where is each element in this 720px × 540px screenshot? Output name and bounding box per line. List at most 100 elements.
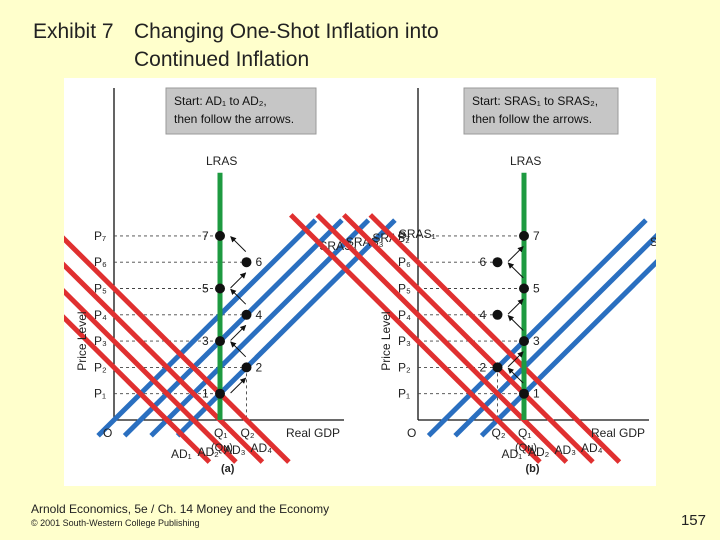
point-label: 4 xyxy=(256,308,263,322)
ad-label-3: AD₃ xyxy=(224,443,246,457)
sras-curve-1 xyxy=(479,259,656,438)
ad-curve-3 xyxy=(64,261,265,464)
equilibrium-point-1 xyxy=(519,388,529,399)
equilibrium-point-3 xyxy=(215,336,225,347)
equilibrium-point-3 xyxy=(519,336,529,347)
lras-label: LRAS xyxy=(510,154,541,168)
price-tick-label: P₂ xyxy=(398,360,411,374)
point-label: 3 xyxy=(533,334,540,348)
quantity-tick-label: Q₁ xyxy=(214,426,227,440)
quantity-tick-label: Q₁ xyxy=(518,426,531,440)
quantity-tick-sublabel: (Qɴ) xyxy=(211,442,233,454)
ad-curve-3 xyxy=(342,213,595,464)
price-tick-label: P₃ xyxy=(398,334,411,348)
ad-curve-1 xyxy=(64,314,212,464)
lras-label: LRAS xyxy=(206,154,237,168)
point-label: 1 xyxy=(533,387,540,401)
instruction-line-1: Start: SRAS₁ to SRAS₂, xyxy=(472,94,598,108)
point-label: 5 xyxy=(533,282,540,296)
price-tick-label: P₂ xyxy=(94,360,107,374)
ad-curve-2 xyxy=(315,213,569,464)
chart-panel-a: 1 2 3 4 5 6 7 P₁ P₂ P₃ P₄ P₅ P₆ P₇ Price Level O Real GD… xyxy=(64,87,436,475)
panel-label: (b) xyxy=(526,463,540,475)
movement-arrow xyxy=(507,262,524,279)
price-tick-label: P₃ xyxy=(94,334,107,348)
ad-curve-4 xyxy=(368,213,622,464)
equilibrium-point-4 xyxy=(241,309,252,320)
ad-label-1: AD₁ xyxy=(171,447,192,461)
instruction-line-1: Start: AD₁ to AD₂, xyxy=(174,94,267,108)
point-label: 7 xyxy=(533,229,540,243)
ad-label-4: AD₄ xyxy=(251,441,273,455)
quantity-tick-label: Q₂ xyxy=(241,426,255,440)
y-axis-label: Price Level xyxy=(75,311,89,370)
sras-label-3: SRAS₃ xyxy=(650,235,656,249)
ad-label-3: AD₃ xyxy=(555,443,577,457)
quantity-tick-sublabel: (Qɴ) xyxy=(515,442,537,454)
panel-label: (a) xyxy=(221,463,235,475)
sras-curve-4 xyxy=(96,218,318,438)
price-tick-label: P₆ xyxy=(94,255,107,269)
equilibrium-point-7 xyxy=(215,230,225,241)
movement-arrow xyxy=(230,288,247,305)
title-line-1: Changing One-Shot Inflation into xyxy=(134,20,439,43)
point-label: 2 xyxy=(480,360,487,374)
footer-copyright: © 2001 South-Western College Publishing xyxy=(31,518,200,528)
equilibrium-point-6 xyxy=(492,257,503,268)
footer-source: Arnold Economics, 5e / Ch. 14 Money and … xyxy=(31,502,330,516)
price-tick-label: P₁ xyxy=(398,387,410,401)
equilibrium-point-5 xyxy=(519,283,529,294)
equilibrium-point-7 xyxy=(519,230,529,241)
price-tick-label: P₅ xyxy=(94,282,107,296)
chart-panel-b: 1 2 3 4 5 6 7 P₁ P₂ P₃ P₄ P₅ P₆ P₇ Price Level O Real GD… xyxy=(289,87,656,475)
price-tick-label: P₇ xyxy=(398,229,410,243)
movement-arrow xyxy=(507,351,524,368)
price-tick-label: P₅ xyxy=(398,282,411,296)
movement-arrow xyxy=(507,298,524,315)
movement-arrow xyxy=(230,272,247,289)
origin-label: O xyxy=(407,426,416,440)
point-label: 1 xyxy=(202,387,209,401)
exhibit-label: Exhibit 7 xyxy=(33,20,114,43)
price-tick-label: P₇ xyxy=(94,229,106,243)
movement-arrow xyxy=(230,324,247,341)
instruction-box xyxy=(165,87,317,135)
movement-arrow xyxy=(507,246,524,262)
ad-curve-4 xyxy=(64,235,291,464)
point-label: 4 xyxy=(480,308,487,322)
point-label: 7 xyxy=(202,229,209,243)
ad-label-2: AD₂ xyxy=(198,445,220,459)
price-tick-label: P₄ xyxy=(94,308,107,322)
ad-label-1: AD₁ xyxy=(502,447,523,461)
point-label: 3 xyxy=(202,334,209,348)
point-label: 6 xyxy=(256,255,263,269)
point-label: 5 xyxy=(202,282,209,296)
price-tick-label: P₆ xyxy=(398,255,411,269)
ad-curve-1 xyxy=(289,213,542,464)
movement-arrow xyxy=(230,341,247,358)
ad-curve-2 xyxy=(64,287,238,464)
sras-label-1: SRAS₁ xyxy=(399,227,436,241)
equilibrium-point-4 xyxy=(492,309,503,320)
movement-arrow xyxy=(230,236,247,252)
chart-svg: 1 2 3 4 5 6 7 P₁ P₂ P₃ P₄ P₅ P₆ P₇ Price Level O Real GD… xyxy=(64,87,656,475)
price-tick-label: P₁ xyxy=(94,387,106,401)
title-line-2: Continued Inflation xyxy=(134,48,310,71)
equilibrium-point-1 xyxy=(215,388,225,399)
instruction-line-2: then follow the arrows. xyxy=(174,112,294,126)
ad-label-4: AD₄ xyxy=(581,441,603,455)
movement-arrow xyxy=(507,315,524,331)
sras-curve-2 xyxy=(453,232,656,438)
quantity-tick-label: Q₂ xyxy=(492,426,506,440)
figure-panel: 1 2 3 4 5 6 7 P₁ P₂ P₃ P₄ P₅ P₆ P₇ Price Level O Real GD… xyxy=(64,78,656,486)
sras-curve-3 xyxy=(426,218,648,438)
movement-arrow xyxy=(507,367,524,384)
sras-curve-3 xyxy=(122,218,344,438)
ad-label-2: AD₂ xyxy=(528,445,550,459)
price-tick-label: P₄ xyxy=(398,308,411,322)
equilibrium-point-2 xyxy=(241,362,252,373)
instruction-box xyxy=(463,87,619,135)
y-axis-label: Price Level xyxy=(379,311,393,370)
instruction-line-2: then follow the arrows. xyxy=(472,112,592,126)
equilibrium-point-2 xyxy=(492,362,503,373)
